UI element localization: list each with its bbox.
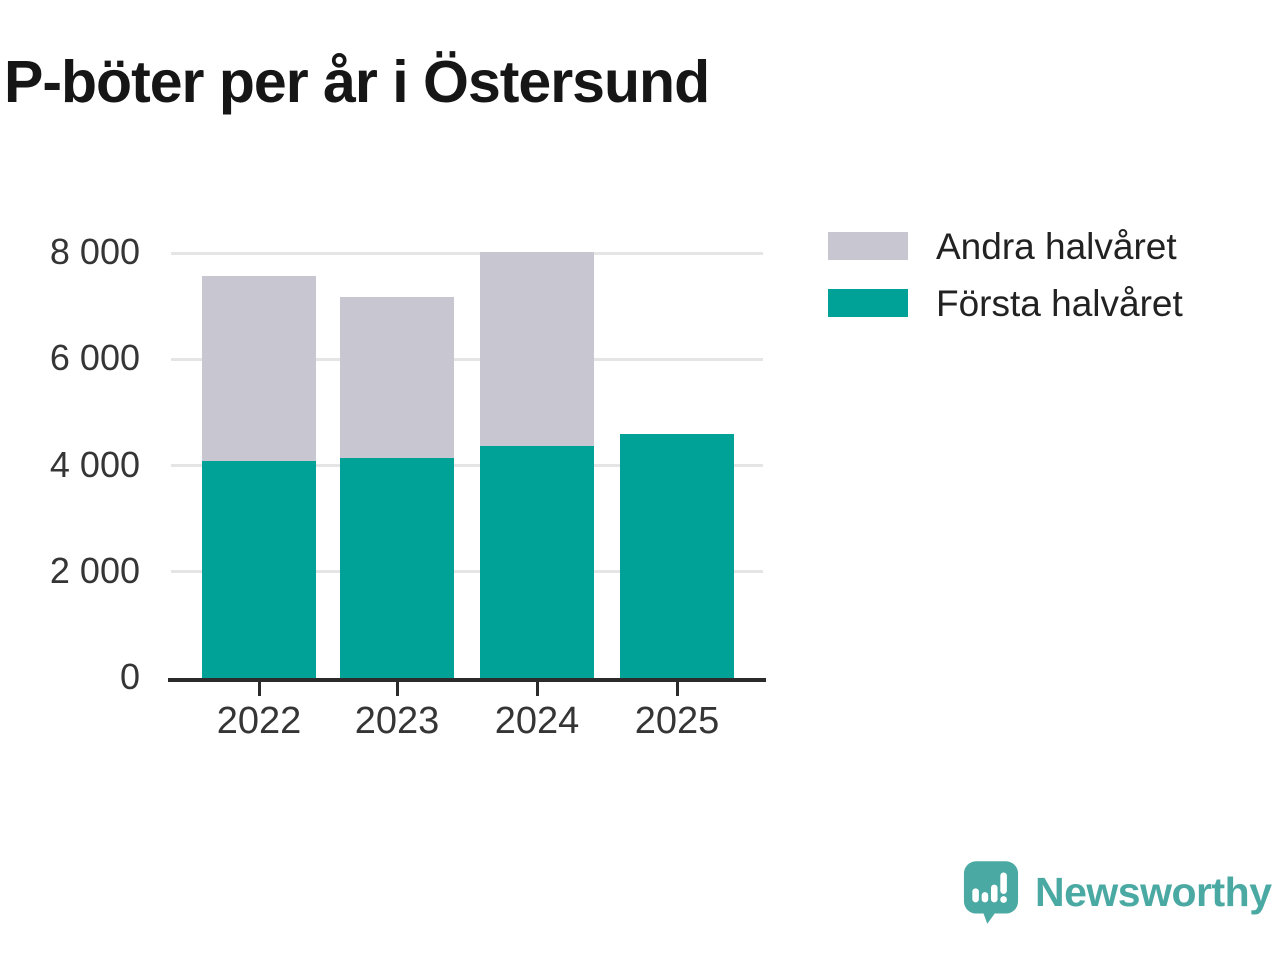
- y-axis-label-2000: 2 000: [49, 549, 140, 591]
- x-axis-line: [168, 678, 766, 682]
- x-axis-tick-2025: [675, 682, 679, 696]
- x-axis-label-2022: 2022: [216, 700, 302, 742]
- bar-2022-forsta-halvaret: [202, 460, 316, 678]
- legend-label-andra-halvaret: Andra halvåret: [936, 225, 1177, 267]
- newsworthy-logo-icon: [963, 861, 1019, 924]
- y-axis-label-8000: 8 000: [49, 231, 140, 273]
- plot-area: [171, 230, 763, 678]
- bar-2023-forsta-halvaret: [340, 458, 454, 678]
- gridline-4000: [171, 464, 763, 467]
- y-axis-label-0: 0: [119, 656, 140, 698]
- y-axis-label-6000: 6 000: [49, 337, 140, 379]
- x-axis-tick-2024: [535, 682, 539, 696]
- legend-label-forsta-halvaret: Första halvåret: [936, 282, 1183, 324]
- legend-item-andra-halvaret: Andra halvåret: [828, 228, 1183, 265]
- y-axis-labels: 0 2 000 4 000 6 000 8 000: [0, 0, 140, 960]
- x-axis-label-2025: 2025: [634, 700, 720, 742]
- legend-item-forsta-halvaret: Första halvåret: [828, 285, 1183, 322]
- legend: Andra halvåret Första halvåret: [828, 228, 1183, 346]
- bar-2023-andra-halvaret: [340, 297, 454, 459]
- legend-swatch-andra-halvaret-icon: [828, 232, 908, 260]
- y-axis-label-4000: 4 000: [49, 443, 140, 485]
- legend-swatch-forsta-halvaret-icon: [828, 289, 908, 317]
- page-title: P-böter per år i Östersund: [4, 49, 710, 115]
- bar-2024-forsta-halvaret: [480, 445, 594, 678]
- gridline-6000: [171, 357, 763, 361]
- brand-name: Newsworthy: [1035, 869, 1272, 915]
- bar-2022-andra-halvaret: [202, 275, 316, 461]
- gridline-8000: [171, 251, 763, 255]
- bar-2025-forsta-halvaret: [620, 434, 734, 678]
- x-axis-tick-2023: [395, 682, 399, 696]
- gridline-2000: [171, 570, 763, 574]
- x-axis-tick-2022: [257, 682, 261, 696]
- bar-2024-andra-halvaret: [480, 251, 594, 446]
- brand-footer: Newsworthy: [963, 860, 1272, 926]
- x-axis-label-2024: 2024: [494, 700, 580, 742]
- x-axis-label-2023: 2023: [354, 700, 440, 742]
